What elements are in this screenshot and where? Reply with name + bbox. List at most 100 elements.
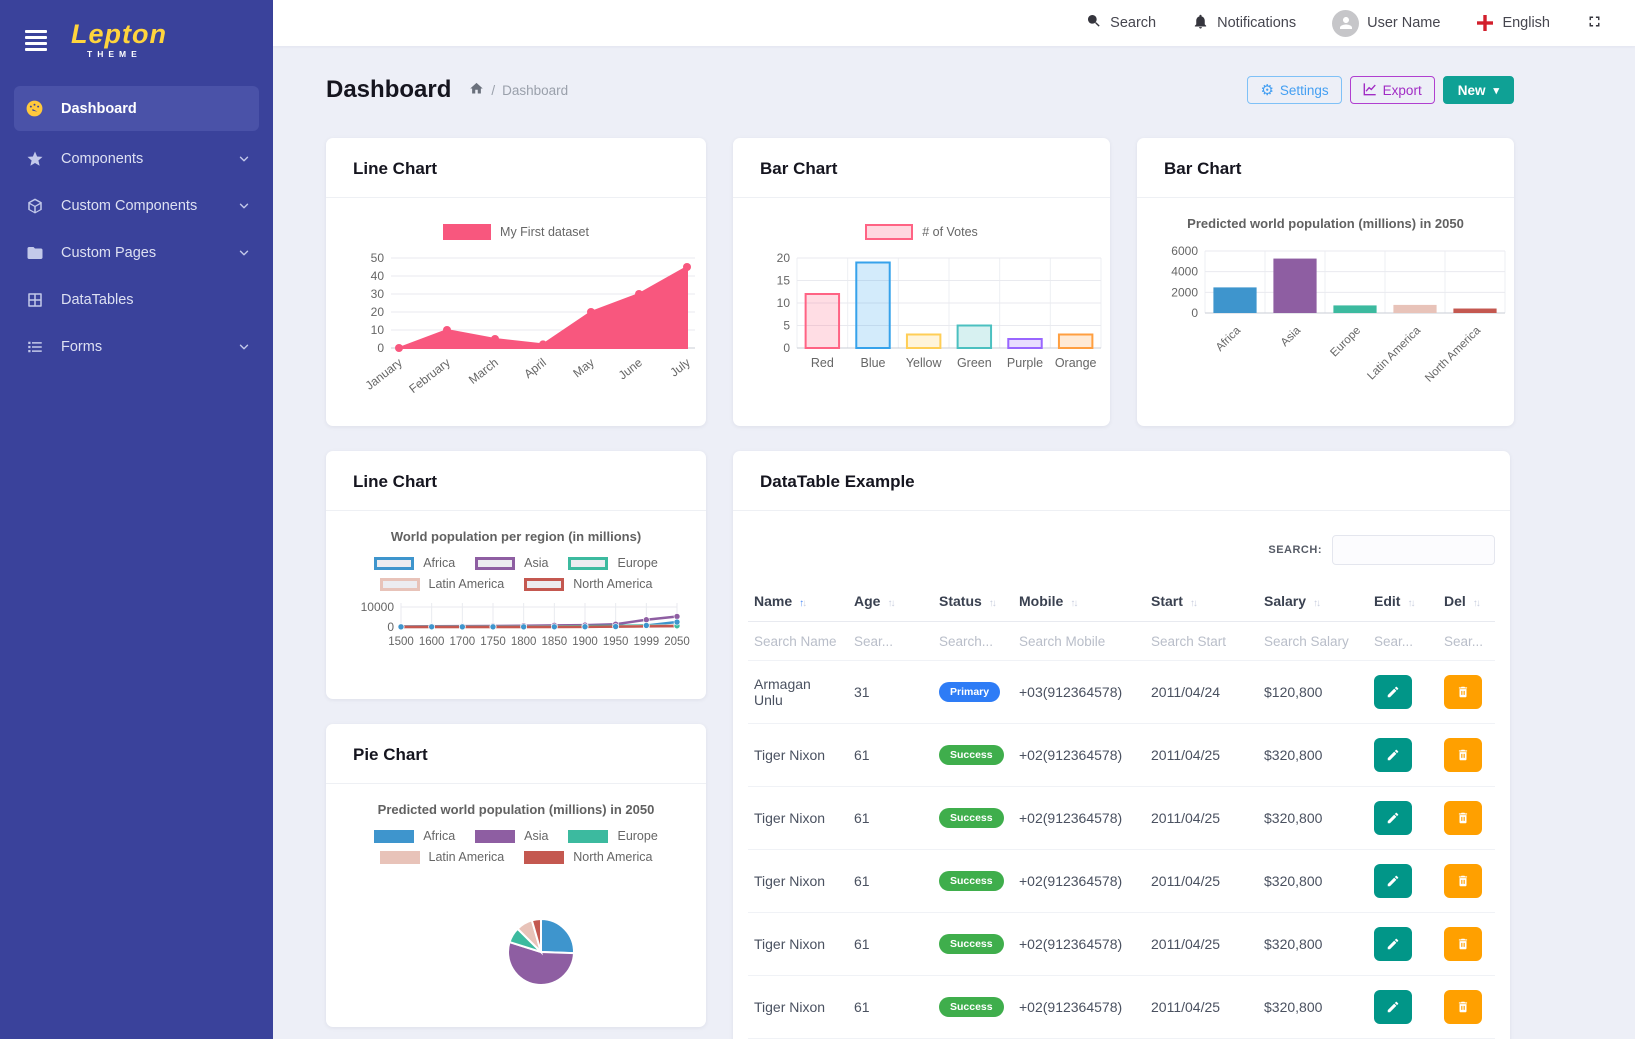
cell-mobile: +02(912364578) — [1013, 786, 1145, 850]
edit-button[interactable] — [1374, 864, 1412, 898]
cell-del[interactable] — [1438, 912, 1495, 976]
sidebar-item-custom-pages[interactable]: Custom Pages — [0, 229, 273, 276]
column-header-mobile[interactable]: Mobile ↑↓ — [1013, 581, 1145, 622]
column-header-name[interactable]: Name ↑↓ — [748, 581, 848, 622]
language-menu[interactable]: English — [1476, 14, 1550, 32]
pie-chart-card: Pie Chart Predicted world population (mi… — [326, 724, 706, 1027]
cell-mobile: +03(912364578) — [1013, 660, 1145, 724]
cell-del[interactable] — [1438, 975, 1495, 1039]
column-filter-input[interactable] — [1019, 634, 1139, 649]
cell-del[interactable] — [1438, 849, 1495, 913]
filter-cell — [1145, 621, 1258, 661]
sort-icon[interactable]: ↑↓ — [799, 598, 807, 609]
legend-item: North America — [524, 850, 652, 864]
settings-button[interactable]: ⚙ Settings — [1247, 76, 1342, 104]
cell-del[interactable] — [1438, 786, 1495, 850]
column-header-salary[interactable]: Salary ↑↓ — [1258, 581, 1368, 622]
charts-row: Line Chart My First dataset 0 10 20 30 40 50 J… — [326, 138, 1514, 426]
edit-button[interactable] — [1374, 927, 1412, 961]
legend-swatch — [379, 850, 420, 864]
edit-button[interactable] — [1374, 990, 1412, 1024]
column-filter-input[interactable] — [1444, 634, 1489, 649]
sidebar-item-components[interactable]: Components — [0, 135, 273, 182]
delete-button[interactable] — [1444, 738, 1482, 772]
sort-icon[interactable]: ↑↓ — [988, 598, 997, 609]
sidebar-item-label: Forms — [61, 338, 103, 355]
delete-button[interactable] — [1444, 927, 1482, 961]
sort-icon[interactable]: ↑↓ — [1070, 598, 1078, 609]
delete-button[interactable] — [1444, 864, 1482, 898]
cell-edit[interactable] — [1368, 723, 1438, 787]
avatar — [1332, 9, 1360, 37]
column-filter-input[interactable] — [1151, 634, 1252, 649]
settings-label: Settings — [1279, 82, 1329, 98]
cell-name: Tiger Nixon — [748, 723, 848, 787]
cell-edit[interactable] — [1368, 660, 1438, 724]
column-header-edit[interactable]: Edit ↑↓ — [1368, 581, 1438, 622]
new-button[interactable]: New ▾ — [1442, 76, 1514, 104]
column-header-age[interactable]: Age ↑↓ — [848, 581, 933, 622]
column-filter-input[interactable] — [1264, 634, 1362, 649]
trash-icon — [1458, 875, 1468, 887]
column-filter-input[interactable] — [939, 634, 1007, 649]
cell-name: Tiger Nixon — [748, 849, 848, 913]
svg-text:50: 50 — [371, 251, 385, 265]
delete-button[interactable] — [1444, 675, 1482, 709]
delete-button[interactable] — [1444, 801, 1482, 835]
sort-icon[interactable]: ↑↓ — [1472, 598, 1481, 609]
cell-salary: $320,800 — [1258, 723, 1368, 787]
cell-salary: $320,800 — [1258, 975, 1368, 1039]
cell-edit[interactable] — [1368, 975, 1438, 1039]
fullscreen-button[interactable] — [1586, 13, 1603, 34]
sidebar-item-dashboard[interactable]: Dashboard — [14, 86, 259, 131]
table-search-input[interactable] — [1332, 535, 1495, 565]
sort-icon[interactable]: ↑↓ — [887, 598, 895, 609]
sort-icon[interactable]: ↑↓ — [1407, 598, 1415, 609]
cell-status: Success — [933, 723, 1013, 787]
svg-text:Africa: Africa — [1213, 324, 1243, 354]
sidebar-item-datatables[interactable]: DataTables — [0, 276, 273, 323]
column-header-status[interactable]: Status ↑↓ — [933, 581, 1013, 622]
column-filter-input[interactable] — [854, 634, 927, 649]
sort-icon[interactable]: ↑↓ — [1313, 598, 1321, 609]
home-icon[interactable] — [469, 81, 484, 99]
edit-button[interactable] — [1374, 675, 1412, 709]
cell-edit[interactable] — [1368, 912, 1438, 976]
cell-edit[interactable] — [1368, 849, 1438, 913]
delete-button[interactable] — [1444, 990, 1482, 1024]
edit-button[interactable] — [1374, 738, 1412, 772]
svg-text:10000: 10000 — [361, 600, 395, 614]
legend-label: Africa — [423, 556, 456, 570]
svg-text:20: 20 — [776, 251, 790, 265]
cell-edit[interactable] — [1368, 786, 1438, 850]
legend-swatch — [379, 577, 420, 591]
main-area: Search Notifications User Name English D… — [273, 0, 1635, 1039]
column-filter-input[interactable] — [1374, 634, 1432, 649]
menu-toggle-icon[interactable] — [25, 29, 47, 51]
gear-icon: ⚙ — [1260, 81, 1274, 99]
notifications-button[interactable]: Notifications — [1192, 13, 1296, 34]
page-title: Dashboard — [326, 76, 452, 103]
chart-legend: My First dataset — [443, 224, 589, 240]
status-badge: Success — [939, 934, 1004, 954]
cell-del[interactable] — [1438, 723, 1495, 787]
legend-swatch — [524, 850, 565, 864]
sidebar-item-forms[interactable]: Forms — [0, 323, 273, 370]
cell-start: 2011/04/24 — [1145, 660, 1258, 724]
svg-text:1950: 1950 — [603, 636, 629, 648]
edit-button[interactable] — [1374, 801, 1412, 835]
logo[interactable]: Lepton THEME — [71, 21, 167, 59]
cell-del[interactable] — [1438, 660, 1495, 724]
user-menu[interactable]: User Name — [1332, 9, 1440, 37]
status-badge: Success — [939, 871, 1004, 891]
svg-text:10: 10 — [371, 323, 385, 337]
column-header-del[interactable]: Del ↑↓ — [1438, 581, 1495, 622]
sidebar-item-custom-components[interactable]: Custom Components — [0, 182, 273, 229]
logo-title: Lepton — [71, 19, 167, 50]
column-filter-input[interactable] — [754, 634, 842, 649]
sort-icon[interactable]: ↑↓ — [1189, 598, 1198, 609]
search-button[interactable]: Search — [1086, 13, 1156, 33]
export-button[interactable]: Export — [1349, 76, 1435, 104]
card-title: Bar Chart — [1137, 138, 1514, 198]
column-header-start[interactable]: Start ↑↓ — [1145, 581, 1258, 622]
